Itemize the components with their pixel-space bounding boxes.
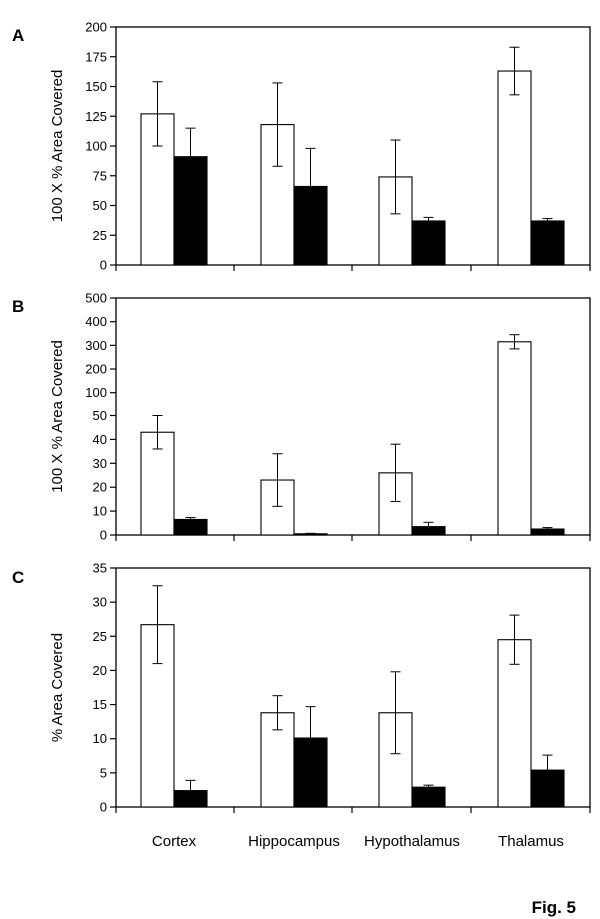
y-tick-label: 30 bbox=[93, 456, 107, 471]
y-axis-label: % Area Covered bbox=[49, 633, 66, 742]
y-tick-label: 30 bbox=[93, 595, 107, 610]
category-label: Hippocampus bbox=[248, 833, 340, 850]
y-tick-label: 20 bbox=[93, 663, 107, 678]
bar-black-thalamus bbox=[530, 220, 565, 266]
panel-c: C 0 5 10 15 20 25 30 35 % Area Covered bbox=[12, 561, 591, 815]
bar-white-thalamus bbox=[497, 341, 532, 536]
y-tick-label: 100 bbox=[85, 385, 107, 400]
y-tick-label: 15 bbox=[93, 697, 107, 712]
y-tick-label: 100 bbox=[85, 139, 107, 154]
y-tick-label: 5 bbox=[100, 765, 107, 780]
y-tick-label: 500 bbox=[85, 291, 107, 306]
y-tick-label: 35 bbox=[93, 561, 107, 576]
y-tick-label: 75 bbox=[93, 168, 107, 183]
bar-black-hypothalamus bbox=[411, 220, 446, 266]
figure-label: Fig. 5 bbox=[532, 898, 576, 917]
bar-white-thalamus bbox=[497, 639, 532, 808]
y-tick-label: 125 bbox=[85, 109, 107, 124]
category-label: Thalamus bbox=[498, 833, 564, 850]
y-tick-label: 20 bbox=[93, 480, 107, 495]
bar-white-thalamus bbox=[497, 70, 532, 266]
plot-frame bbox=[115, 567, 591, 808]
y-tick-label: 40 bbox=[93, 432, 107, 447]
bar-white-cortex bbox=[140, 624, 175, 808]
bar-black-cortex bbox=[173, 156, 208, 266]
y-tick-label: 200 bbox=[85, 20, 107, 35]
y-axis-label: 100 X % Area Covered bbox=[49, 340, 66, 493]
y-tick-label: 400 bbox=[85, 314, 107, 329]
y-tick-label: 50 bbox=[93, 198, 107, 213]
y-tick-label: 150 bbox=[85, 79, 107, 94]
y-tick-label: 10 bbox=[93, 504, 107, 519]
y-tick-label: 0 bbox=[100, 800, 107, 815]
y-axis-label: 100 X % Area Covered bbox=[49, 70, 66, 223]
y-tick-label: 10 bbox=[93, 731, 107, 746]
panel-letter: C bbox=[12, 568, 24, 587]
plot-frame bbox=[115, 297, 591, 536]
panel-b: B 0 10 20 30 40 50 100 200 300 400 500 100 X % Area … bbox=[12, 291, 591, 543]
y-tick-label: 175 bbox=[85, 49, 107, 64]
y-tick-label: 0 bbox=[100, 528, 107, 543]
category-label: Cortex bbox=[152, 833, 197, 850]
y-tick-label: 300 bbox=[85, 338, 107, 353]
y-tick-label: 0 bbox=[100, 258, 107, 273]
panel-a: A 0 25 50 75 100 125 150 175 200 100 X % Area Cove… bbox=[12, 20, 591, 273]
y-tick-label: 25 bbox=[93, 228, 107, 243]
panel-letter: B bbox=[12, 297, 24, 316]
category-label: Hypothalamus bbox=[364, 833, 460, 850]
panel-letter: A bbox=[12, 26, 24, 45]
bar-black-hypothalamus bbox=[411, 786, 446, 808]
y-tick-label: 50 bbox=[93, 408, 107, 423]
y-tick-label: 200 bbox=[85, 362, 107, 377]
y-tick-label: 25 bbox=[93, 629, 107, 644]
